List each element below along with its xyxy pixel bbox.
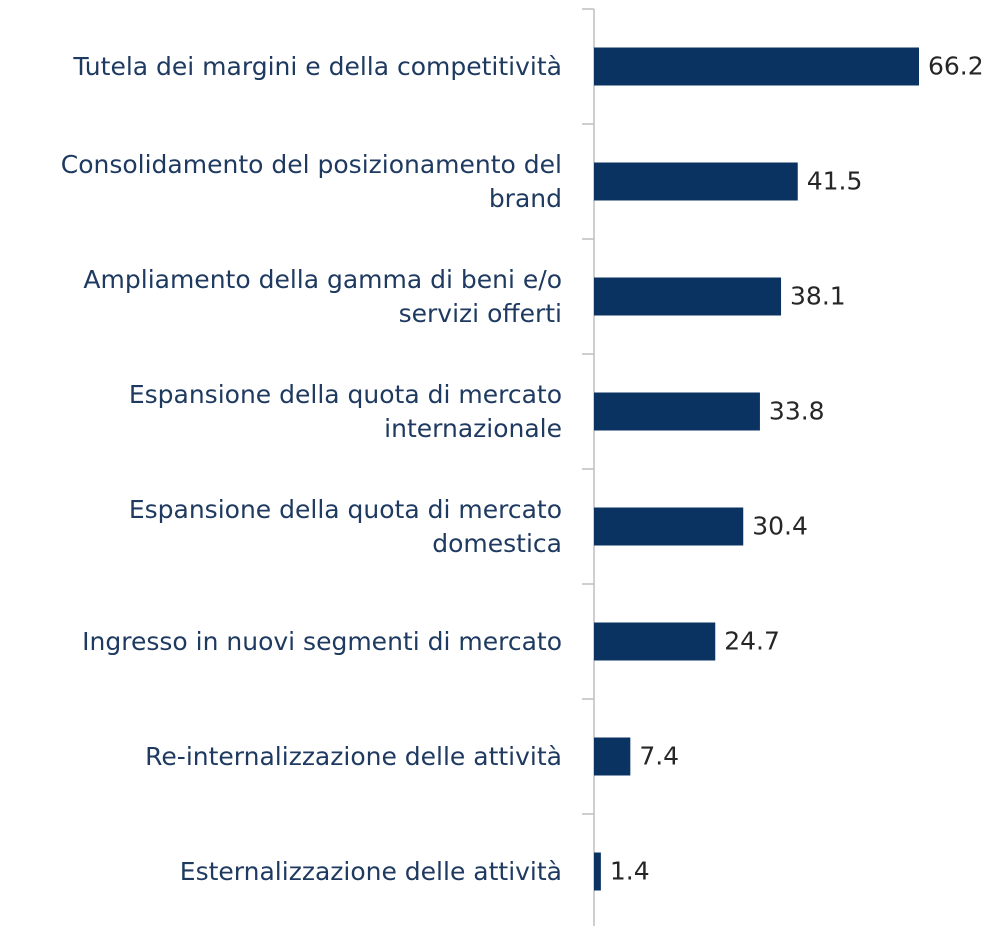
bar bbox=[594, 852, 601, 891]
bar bbox=[594, 622, 716, 661]
category-text: Re-internalizzazione delle attività bbox=[145, 741, 562, 771]
category-label: Espansione della quota di mercato domest… bbox=[0, 469, 562, 584]
category-label: Esternalizzazione delle attività bbox=[0, 814, 562, 926]
bar bbox=[594, 392, 760, 431]
category-text: Espansione della quota di mercato domest… bbox=[128, 494, 562, 558]
value-label: 24.7 bbox=[724, 627, 780, 656]
value-label: 66.2 bbox=[928, 52, 984, 81]
category-text: Ingresso in nuovi segmenti di mercato bbox=[82, 626, 562, 656]
value-label: 41.5 bbox=[807, 167, 863, 196]
bar bbox=[594, 737, 631, 776]
category-label: Re-internalizzazione delle attività bbox=[0, 699, 562, 814]
category-text: Espansione della quota di mercato intern… bbox=[128, 379, 562, 443]
bar bbox=[594, 277, 782, 316]
bar bbox=[594, 507, 744, 546]
category-label: Consolidamento del posizionamento del br… bbox=[0, 124, 562, 239]
bar bbox=[594, 47, 919, 86]
bar bbox=[594, 162, 798, 201]
category-text: Esternalizzazione delle attività bbox=[179, 856, 562, 886]
category-label: Tutela dei margini e della competitività bbox=[0, 9, 562, 124]
category-text: Consolidamento del posizionamento del br… bbox=[60, 149, 562, 213]
value-label: 30.4 bbox=[752, 512, 808, 541]
value-label: 7.4 bbox=[639, 742, 679, 771]
category-label: Ingresso in nuovi segmenti di mercato bbox=[0, 584, 562, 699]
category-label: Ampliamento della gamma di beni e/o serv… bbox=[0, 239, 562, 354]
category-label: Espansione della quota di mercato intern… bbox=[0, 354, 562, 469]
category-text: Ampliamento della gamma di beni e/o serv… bbox=[83, 264, 562, 328]
value-label: 1.4 bbox=[610, 857, 650, 886]
value-label: 38.1 bbox=[790, 282, 846, 311]
value-label: 33.8 bbox=[769, 397, 825, 426]
category-text: Tutela dei margini e della competitività bbox=[73, 51, 562, 81]
